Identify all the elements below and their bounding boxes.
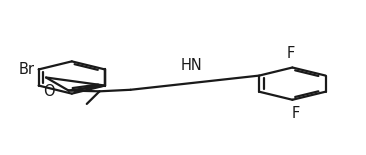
Text: Br: Br: [18, 62, 34, 77]
Text: F: F: [292, 106, 300, 121]
Text: F: F: [287, 46, 295, 61]
Text: O: O: [43, 84, 55, 99]
Text: HN: HN: [180, 58, 202, 73]
